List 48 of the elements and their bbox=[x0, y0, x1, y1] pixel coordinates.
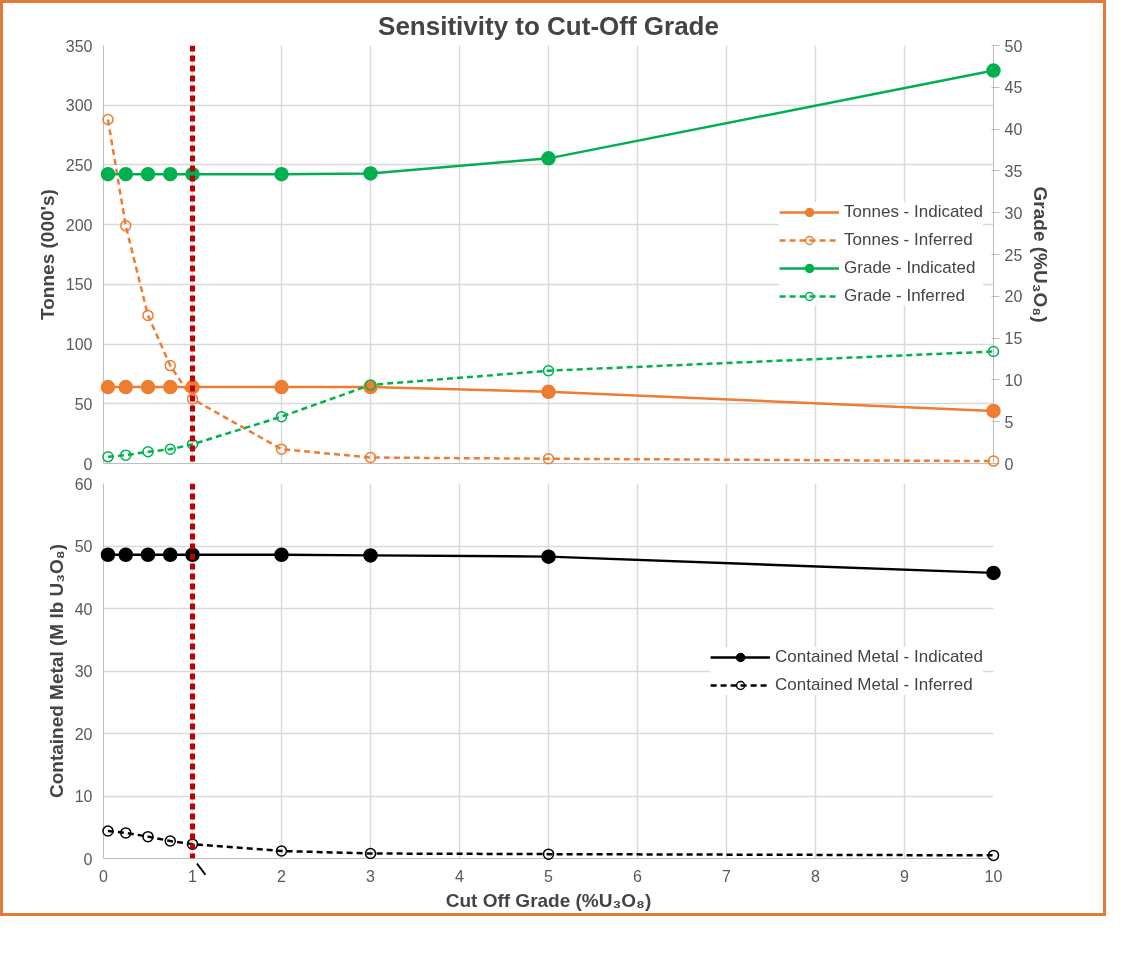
y2-tick-label: 10 bbox=[1004, 371, 1023, 389]
y-axis-title: Contained Metal (M lb U₃O₈) bbox=[45, 543, 67, 799]
y2-tick-label: 20 bbox=[1004, 288, 1023, 306]
y2-tick-label: 45 bbox=[1004, 79, 1023, 97]
legend-label: Contained Metal - Indicated bbox=[775, 646, 983, 667]
legend-label: Grade - Inferred bbox=[844, 286, 966, 306]
chart-title: Sensitivity to Cut-Off Grade bbox=[378, 10, 719, 41]
y-tick-label: 350 bbox=[65, 37, 93, 55]
y-tick-label: 0 bbox=[83, 455, 93, 473]
x-axis-title: Cut Off Grade (%U₃O₈) bbox=[445, 889, 652, 911]
legend-label: Tonnes - Inferred bbox=[844, 230, 973, 250]
x-tick-label: 2 bbox=[277, 867, 287, 885]
y-tick-label: 10 bbox=[74, 788, 93, 805]
x-tick-label: 1 bbox=[188, 867, 198, 885]
y2-tick-label: 0 bbox=[1004, 455, 1014, 473]
x-tick-label: 3 bbox=[366, 867, 376, 885]
legend-label: Contained Metal - Inferred bbox=[775, 674, 973, 695]
y-tick-label: 60 bbox=[74, 475, 93, 493]
legend-label: Grade - Indicated bbox=[844, 258, 976, 278]
legend-label: Tonnes - Indicated bbox=[844, 202, 983, 222]
y-tick-label: 300 bbox=[65, 97, 93, 115]
y2-tick-label: 35 bbox=[1004, 162, 1023, 180]
y-tick-label: 0 bbox=[83, 850, 93, 868]
x-tick-label: 0 bbox=[99, 867, 109, 885]
y2-tick-label: 15 bbox=[1004, 330, 1023, 348]
y-tick-label: 100 bbox=[65, 336, 93, 354]
y-tick-label: 200 bbox=[65, 216, 93, 234]
x-tick-label: 7 bbox=[722, 867, 732, 885]
y-tick-label: 20 bbox=[74, 725, 93, 743]
y-tick-label: 250 bbox=[65, 156, 93, 174]
y2-tick-label: 25 bbox=[1004, 246, 1023, 264]
y2-axis-title: Grade (%U₃O₈) bbox=[1030, 186, 1052, 323]
x-tick-label: 9 bbox=[900, 867, 910, 885]
y-tick-label: 30 bbox=[74, 663, 93, 680]
y-tick-label: 150 bbox=[65, 276, 93, 294]
x-tick-label: 6 bbox=[633, 867, 643, 885]
y2-tick-label: 40 bbox=[1004, 121, 1023, 139]
y-axis-title: Tonnes (000's) bbox=[36, 189, 58, 320]
y-tick-label: 50 bbox=[74, 395, 93, 413]
y2-tick-label: 30 bbox=[1004, 204, 1023, 222]
y2-tick-label: 5 bbox=[1004, 413, 1014, 431]
x-tick-label: 8 bbox=[811, 867, 821, 885]
x-tick-label: 4 bbox=[455, 867, 465, 885]
x-tick-label: 10 bbox=[984, 867, 1003, 885]
y2-tick-label: 50 bbox=[1004, 37, 1023, 55]
y-tick-label: 50 bbox=[74, 538, 93, 555]
y-tick-label: 40 bbox=[74, 600, 93, 618]
x-tick-label: 5 bbox=[544, 867, 554, 885]
